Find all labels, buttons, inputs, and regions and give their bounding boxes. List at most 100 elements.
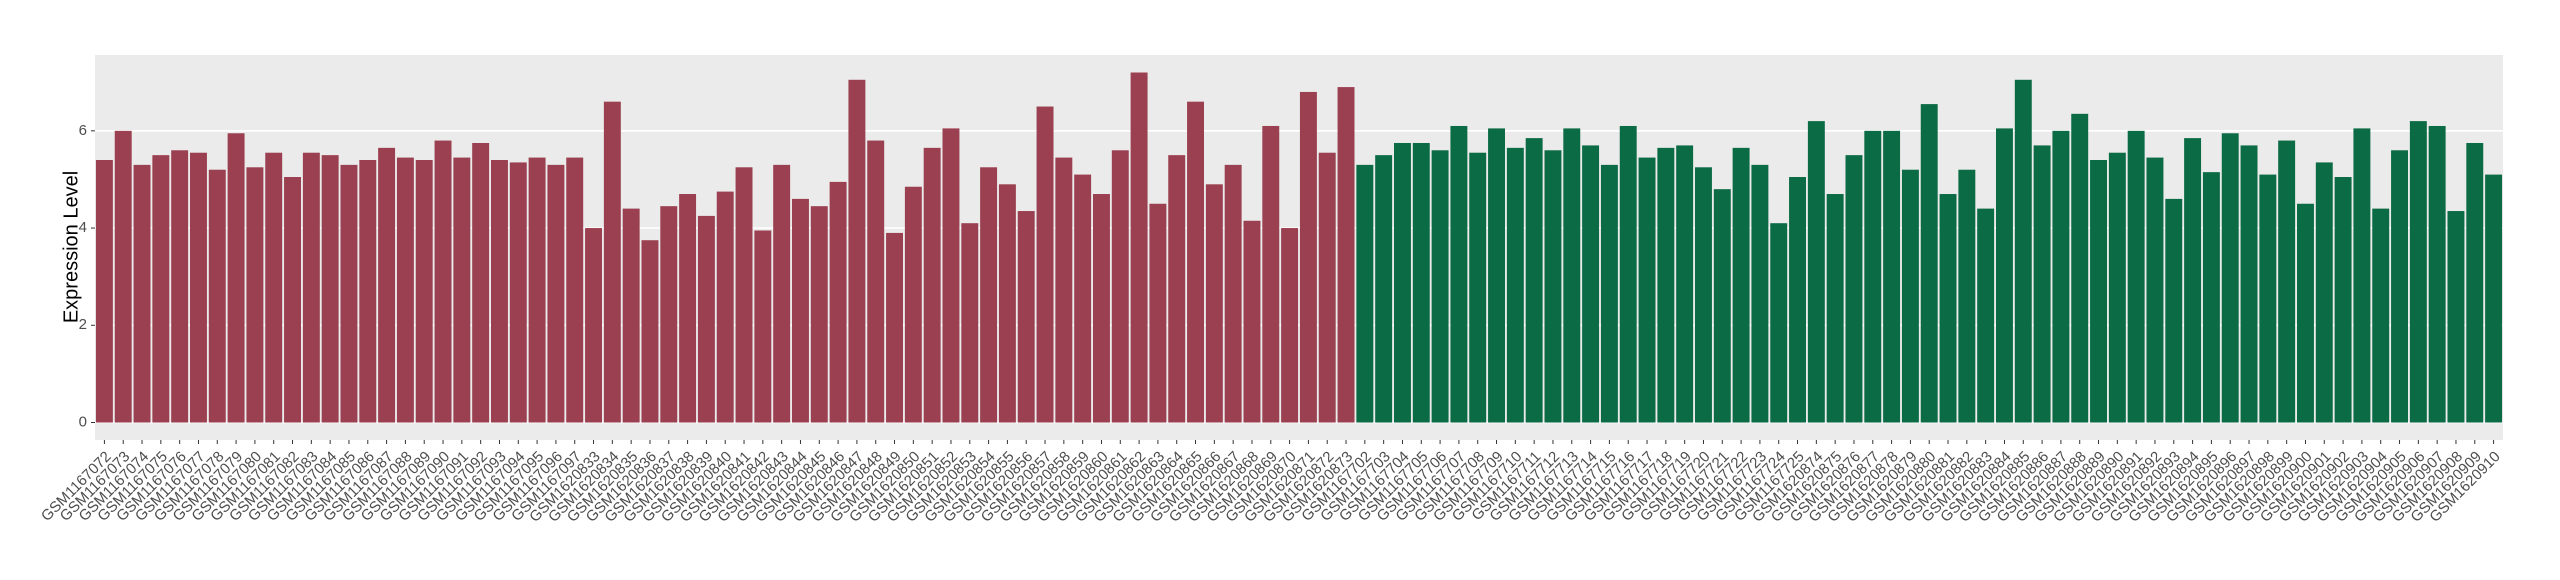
bar [2391, 150, 2408, 423]
bar [2146, 157, 2164, 423]
bar [1224, 164, 1242, 423]
bar [1093, 194, 1110, 423]
bar [1789, 177, 1806, 423]
bar [1243, 220, 1261, 423]
bar [1582, 145, 1600, 423]
bar [2221, 133, 2239, 423]
y-tick-label: 0 [79, 413, 87, 430]
bar [1958, 169, 1976, 423]
bar [923, 147, 941, 423]
bar [547, 164, 565, 423]
bar [1074, 174, 1092, 423]
bar [2184, 138, 2202, 423]
bar [1036, 106, 1054, 423]
bar [378, 147, 396, 423]
bar [2108, 152, 2126, 423]
bar [2127, 130, 2145, 423]
bar [1299, 91, 1317, 423]
bar [697, 215, 715, 423]
bar [453, 157, 471, 423]
bar [2202, 172, 2220, 423]
bar [2165, 198, 2183, 423]
bar [904, 186, 922, 423]
bar [1883, 130, 1901, 423]
bar [1920, 104, 1938, 423]
y-axis-title: Expression Level [60, 171, 82, 323]
bar [2466, 142, 2484, 423]
bar [1600, 164, 1618, 423]
bar [735, 167, 753, 423]
bar [754, 230, 772, 423]
bar [2428, 125, 2446, 423]
bar [1337, 87, 1355, 423]
bar [867, 140, 885, 423]
bar [585, 228, 602, 423]
bar [1563, 128, 1581, 423]
bar [566, 157, 584, 423]
bar [2409, 121, 2427, 423]
bar [1394, 142, 1411, 423]
bar [660, 206, 678, 423]
bar [284, 177, 301, 423]
bar [2485, 174, 2503, 423]
bar [1807, 121, 1825, 423]
bar [434, 140, 452, 423]
bar [622, 208, 640, 423]
bar [1939, 194, 1957, 423]
bar [265, 152, 283, 423]
bar [641, 240, 659, 423]
bar [1168, 155, 1186, 423]
bar [2052, 130, 2070, 423]
bar [1450, 125, 1468, 423]
bar [1017, 211, 1035, 423]
bar [2447, 211, 2465, 423]
bar [152, 155, 170, 423]
bar [1506, 147, 1524, 423]
bar [1187, 101, 1204, 423]
bar [171, 150, 189, 423]
bar [1695, 167, 1712, 423]
bar [1318, 152, 1336, 423]
bar [491, 160, 508, 423]
bar [1281, 228, 1299, 423]
bar [2334, 177, 2352, 423]
bar [95, 160, 113, 423]
bar [1149, 203, 1167, 423]
bar [509, 162, 527, 423]
bar [829, 181, 847, 423]
bar [227, 133, 245, 423]
bar [603, 101, 621, 423]
bar [1375, 155, 1393, 423]
bar [2071, 113, 2089, 423]
y-tick-label: 6 [79, 122, 87, 139]
bar [321, 155, 339, 423]
bar [1431, 150, 1449, 423]
bar [1770, 223, 1788, 423]
bar [302, 152, 320, 423]
bar [2353, 128, 2371, 423]
bar [1412, 142, 1430, 423]
bar [133, 164, 151, 423]
bar [396, 157, 414, 423]
bar [1525, 138, 1543, 423]
bar [1676, 145, 1694, 423]
bar [998, 184, 1016, 423]
bar [1864, 130, 1882, 423]
bar [848, 79, 866, 423]
bar [792, 198, 809, 423]
y-tick-label: 2 [79, 316, 87, 333]
bar [415, 160, 433, 423]
bar [2090, 160, 2107, 423]
bar [1130, 72, 1148, 423]
bar [1996, 128, 2013, 423]
bar [961, 223, 979, 423]
bar [208, 169, 226, 423]
bar [246, 167, 264, 423]
bar [716, 191, 734, 423]
y-tick-label: 4 [79, 219, 87, 236]
bar [773, 164, 791, 423]
bar [1111, 150, 1129, 423]
bar [1205, 184, 1223, 423]
bar [114, 130, 132, 423]
bar [2278, 140, 2296, 423]
